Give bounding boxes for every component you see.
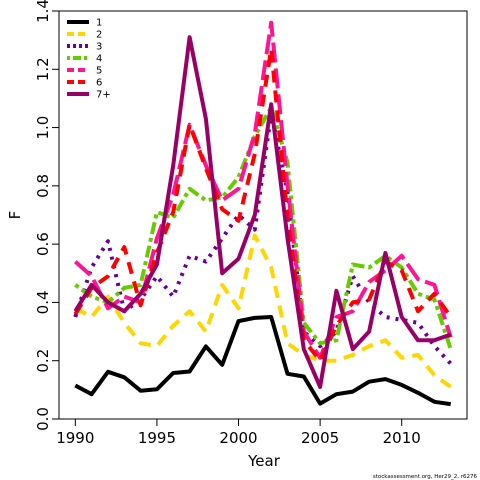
legend-label-7: 7+ [96,90,111,101]
y-tick-label: 0.8 [34,174,52,198]
credit-text: stockassessment.org, Her29_2, r6276 [373,474,478,480]
y-tick-label: 1.2 [34,57,52,81]
series-line-1 [74,315,451,407]
series-line-6 [73,46,453,363]
legend-label-1: 1 [96,18,102,29]
y-tick-label: 0.0 [34,407,52,431]
series-line-7 [73,35,452,389]
plot-frame [58,10,468,420]
y-tick-label: 0.2 [34,349,52,373]
legend-label-5: 5 [96,66,102,77]
x-tick-label: 2005 [301,429,339,447]
series-line-4 [74,105,453,350]
x-tick-label: 2010 [383,429,421,447]
x-axis-title: Year [247,452,281,470]
legend-label-2: 2 [96,30,102,41]
y-tick-label: 0.6 [34,232,52,256]
series-line-2 [74,233,452,389]
legend-label-6: 6 [96,78,102,89]
series-layer [73,20,453,407]
x-tick-label: 1995 [138,429,176,447]
x-tick-label: 2000 [219,429,257,447]
legend-label-4: 4 [96,54,102,65]
x-axis: 1990 1995 2000 2005 2010 [56,419,421,447]
y-axis-title: F [6,211,24,220]
y-tick-label: 1.4 [34,0,52,23]
y-tick-label: 0.4 [34,290,52,314]
y-axis: 0.0 0.2 0.4 0.6 0.8 1.0 1.2 1.4 [34,0,59,431]
y-tick-label: 1.0 [34,116,52,140]
x-tick-label: 1990 [56,429,94,447]
legend-label-3: 3 [96,42,102,53]
